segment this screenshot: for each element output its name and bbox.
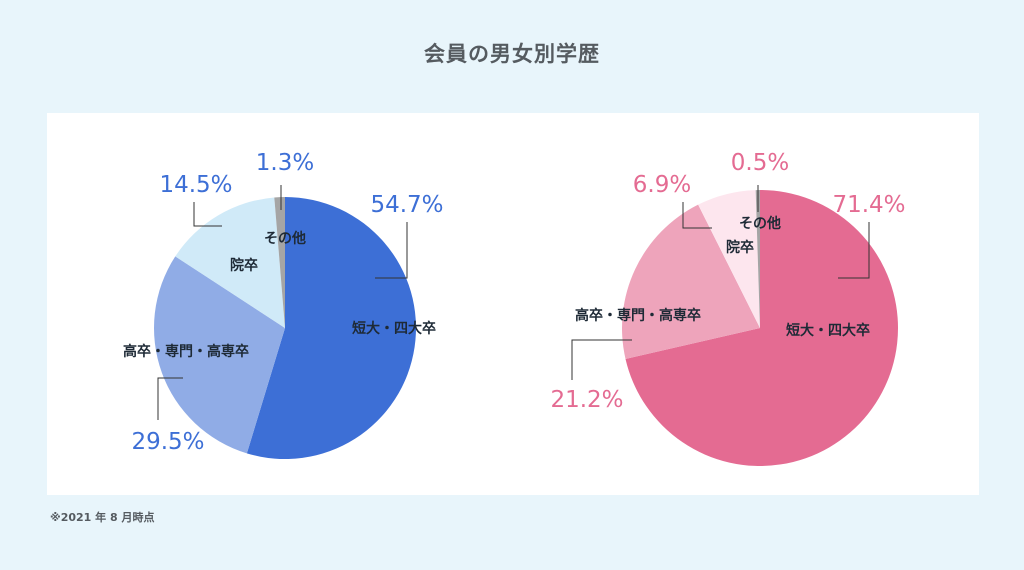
- percent-label-1-4: 1.3%: [256, 150, 314, 176]
- leader-line-1-1: [375, 222, 408, 279]
- leader-line-2-1: [838, 222, 870, 279]
- date-note: ※2021 年 8 月時点: [50, 511, 155, 524]
- pie-slice-1-4: [274, 197, 285, 328]
- pie-slice-2-4: [755, 190, 760, 328]
- pie-slice-2-3: [698, 190, 760, 328]
- category-label-2-4: その他: [739, 215, 781, 232]
- leader-line-2-3: [682, 202, 712, 229]
- percent-label-2-4: 0.5%: [731, 150, 789, 176]
- leader-line-1-3: [193, 202, 222, 227]
- percent-label-2-3: 6.9%: [633, 172, 691, 198]
- pie-slice-1-3: [175, 197, 285, 328]
- pie-slice-2-2: [622, 204, 760, 359]
- percent-label-1-2: 29.5%: [131, 429, 204, 455]
- percent-label-2-2: 21.2%: [550, 387, 623, 413]
- chart-title: 会員の男女別学歴: [424, 42, 600, 66]
- category-label-1-3: 院卒: [230, 257, 258, 274]
- category-label-2-3: 院卒: [726, 239, 754, 256]
- pie-slice-2-1: [625, 190, 899, 466]
- pie-slice-1-2: [153, 256, 285, 454]
- percent-label-1-1: 54.7%: [370, 192, 443, 218]
- percent-label-1-3: 14.5%: [159, 172, 232, 198]
- category-label-2-1: 短大・四大卒: [786, 322, 870, 339]
- pie-slice-1-1: [246, 197, 416, 459]
- category-label-1-2: 高卒・専門・高専卒: [123, 343, 249, 360]
- category-label-1-1: 短大・四大卒: [352, 320, 436, 337]
- category-label-1-4: その他: [264, 230, 306, 247]
- leader-line-1-2: [157, 377, 183, 420]
- leader-line-2-2: [571, 339, 632, 380]
- percent-label-2-1: 71.4%: [832, 192, 905, 218]
- category-label-2-2: 高卒・専門・高専卒: [575, 307, 701, 324]
